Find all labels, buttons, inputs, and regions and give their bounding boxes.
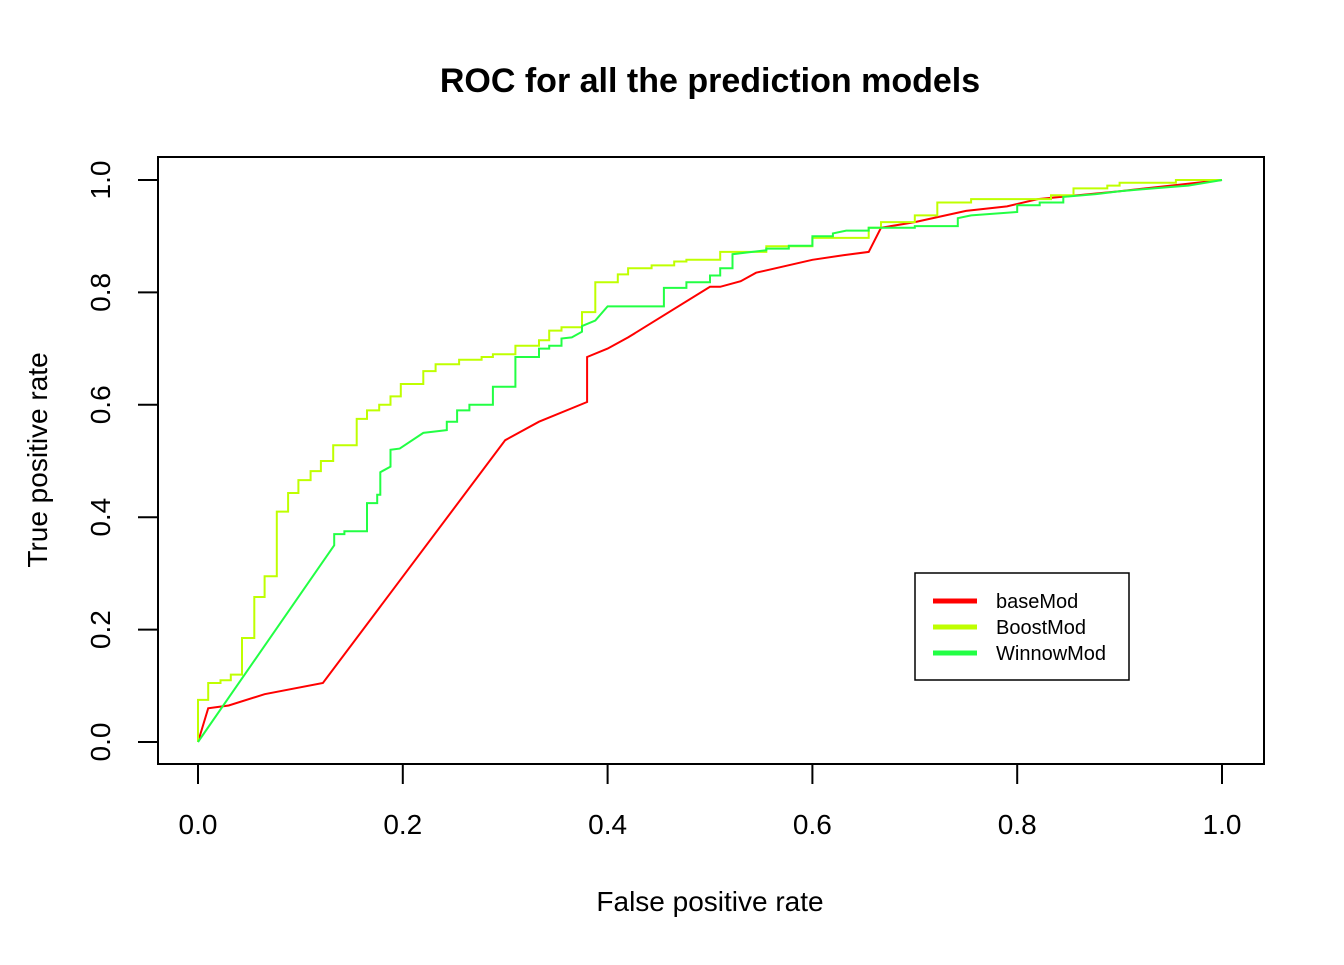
series-line-boostmod <box>197 179 1222 742</box>
legend-label-boostmod: BoostMod <box>996 617 1086 639</box>
series-line-winnowmod <box>197 179 1223 743</box>
x-axis-label: False positive rate <box>596 886 823 917</box>
y-tick-label: 0.6 <box>85 385 116 424</box>
series-lines <box>197 179 1223 743</box>
legend-label-basemod: baseMod <box>996 591 1078 613</box>
x-axis: 0.0 0.2 0.4 0.6 0.8 1.0 <box>179 763 1242 840</box>
x-tick-label: 0.0 <box>179 809 218 840</box>
legend: baseMod BoostMod WinnowMod <box>914 572 1130 681</box>
y-axis-label: True positive rate <box>22 352 53 567</box>
x-tick-label: 1.0 <box>1203 809 1242 840</box>
y-tick-label: 0.8 <box>85 273 116 312</box>
x-tick-label: 0.2 <box>383 809 422 840</box>
y-tick-label: 0.4 <box>85 498 116 537</box>
y-tick-label: 0.2 <box>85 610 116 649</box>
legend-label-winnowmod: WinnowMod <box>996 643 1106 665</box>
x-tick-label: 0.4 <box>588 809 627 840</box>
y-tick-label: 0.0 <box>85 723 116 762</box>
y-axis: 0.0 0.2 0.4 0.6 0.8 1.0 <box>85 161 159 762</box>
x-tick-label: 0.6 <box>793 809 832 840</box>
x-tick-label: 0.8 <box>998 809 1037 840</box>
series-line-basemod <box>197 179 1223 743</box>
chart-title: ROC for all the prediction models <box>440 62 980 100</box>
y-tick-label: 1.0 <box>85 161 116 200</box>
